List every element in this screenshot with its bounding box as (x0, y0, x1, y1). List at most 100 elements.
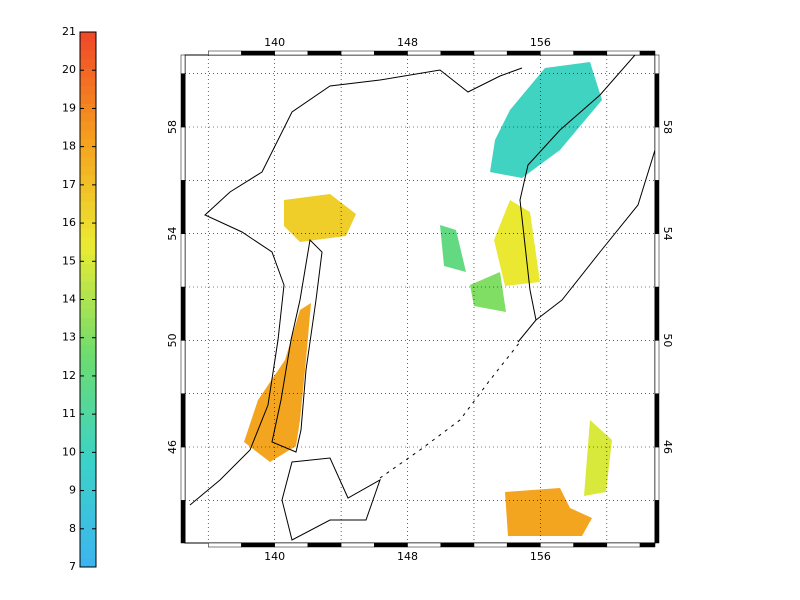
colorbar-label: 10 (62, 445, 76, 458)
lat-label: 50 (166, 333, 179, 347)
colorbar-cell (80, 317, 96, 327)
colorbar-cell (80, 424, 96, 434)
colorbar-cell (80, 540, 96, 550)
colorbar-cell (80, 58, 96, 69)
frame-band (654, 340, 660, 394)
colorbar-cell (80, 468, 96, 479)
lat-label: 54 (661, 227, 674, 241)
colorbar-cell (80, 308, 96, 318)
frame-band (654, 393, 660, 448)
colorbar-cell (80, 397, 96, 407)
colorbar-cell (80, 531, 96, 541)
colorbar-cell (80, 281, 96, 292)
colorbar-cell (80, 460, 96, 470)
colorbar-cell (80, 246, 96, 256)
colorbar-cell (80, 228, 96, 238)
colorbar-label: 14 (62, 293, 76, 306)
sst-field (440, 225, 466, 272)
colorbar-label: 12 (62, 369, 76, 382)
lon-label: 148 (397, 36, 418, 49)
colorbar-label: 7 (69, 560, 76, 573)
frame-band (654, 73, 660, 128)
frame-band (654, 286, 660, 341)
sst-field (490, 62, 602, 178)
frame-band (180, 393, 186, 448)
frame-band (180, 286, 186, 341)
lat-label: 58 (661, 120, 674, 134)
frame-band (407, 50, 442, 56)
colorbar-label: 11 (62, 407, 76, 420)
colorbar-label: 13 (62, 331, 76, 344)
colorbar-cell (80, 442, 96, 452)
frame-band (473, 542, 508, 548)
colorbar-label: 18 (62, 140, 76, 153)
colorbar-cell (80, 49, 96, 60)
frame-band (573, 542, 608, 548)
colorbar-cell (80, 174, 96, 185)
colorbar-cell (80, 130, 96, 140)
frame-band (654, 54, 660, 74)
frame-band (540, 542, 574, 548)
frame-band (407, 542, 442, 548)
colorbar-label: 17 (62, 178, 76, 191)
colorbar-cell (80, 165, 96, 176)
lat-label: 46 (661, 440, 674, 454)
lon-label: 156 (530, 36, 551, 49)
frame-band (374, 50, 408, 56)
frame-band (540, 50, 574, 56)
colorbar-cell (80, 326, 96, 336)
colorbar-cell (80, 379, 96, 390)
colorbar-cell (80, 112, 96, 122)
frame-band (654, 233, 660, 288)
sst-field (584, 420, 612, 496)
lat-label: 46 (166, 440, 179, 454)
frame-band (208, 50, 242, 56)
colorbar-cell (80, 486, 96, 497)
frame-band (180, 180, 186, 234)
frame-band (654, 500, 660, 544)
frame-band (606, 50, 641, 56)
frame-band (440, 542, 475, 548)
kamchatka-coast (517, 55, 655, 343)
graticule (185, 55, 655, 543)
colorbar-cell (80, 477, 96, 488)
frame-band (506, 542, 541, 548)
colorbar-cell (80, 40, 96, 51)
frame-band (506, 50, 541, 56)
lon-label: 148 (397, 550, 418, 563)
colorbar-cell (80, 254, 96, 265)
colorbar-cell (80, 192, 96, 202)
frame-band (654, 126, 660, 181)
frame-band (307, 542, 342, 548)
frame-band (374, 542, 408, 548)
lat-label: 50 (661, 333, 674, 347)
frame-band (208, 542, 242, 548)
fields (244, 62, 612, 536)
colorbar-cell (80, 272, 96, 283)
frame-band (180, 73, 186, 128)
colorbar-cell (80, 121, 96, 131)
lon-label: 140 (264, 36, 285, 49)
colorbar-cell (80, 139, 96, 149)
colorbar-cell (80, 103, 96, 113)
frame-band (241, 542, 275, 548)
frame-band (573, 50, 608, 56)
colorbar-cell (80, 263, 96, 274)
colorbar-cell (80, 201, 96, 211)
lon-label: 156 (530, 550, 551, 563)
frame-band (180, 340, 186, 394)
colorbar-cell (80, 522, 96, 532)
colorbar-label: 20 (62, 63, 76, 76)
frame-band (180, 126, 186, 181)
colorbar-cell (80, 344, 96, 354)
frame-band (307, 50, 342, 56)
colorbar-label: 16 (62, 216, 76, 229)
axis-labels: 140 140 148 148 156 156 46 46 50 50 54 54 58 58 (166, 36, 674, 563)
colorbar-cell (80, 299, 96, 309)
sst-field (505, 488, 592, 536)
colorbar-cell (80, 156, 96, 167)
colorbar-label: 19 (62, 101, 76, 114)
colorbar-label: 15 (62, 254, 76, 267)
sst-field (470, 272, 506, 312)
